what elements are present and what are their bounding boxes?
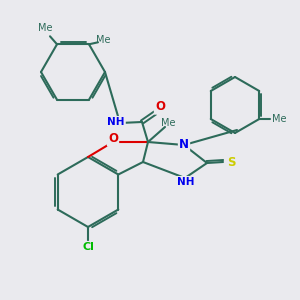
Text: Cl: Cl (82, 242, 94, 252)
Text: NH: NH (107, 117, 125, 127)
Text: Me: Me (272, 114, 286, 124)
Text: O: O (155, 100, 165, 113)
Text: Me: Me (161, 118, 175, 128)
Text: Me: Me (96, 35, 110, 45)
Text: S: S (227, 155, 235, 169)
Text: O: O (108, 133, 118, 146)
Text: NH: NH (177, 177, 195, 187)
Text: Me: Me (38, 23, 52, 33)
Text: N: N (179, 137, 189, 151)
